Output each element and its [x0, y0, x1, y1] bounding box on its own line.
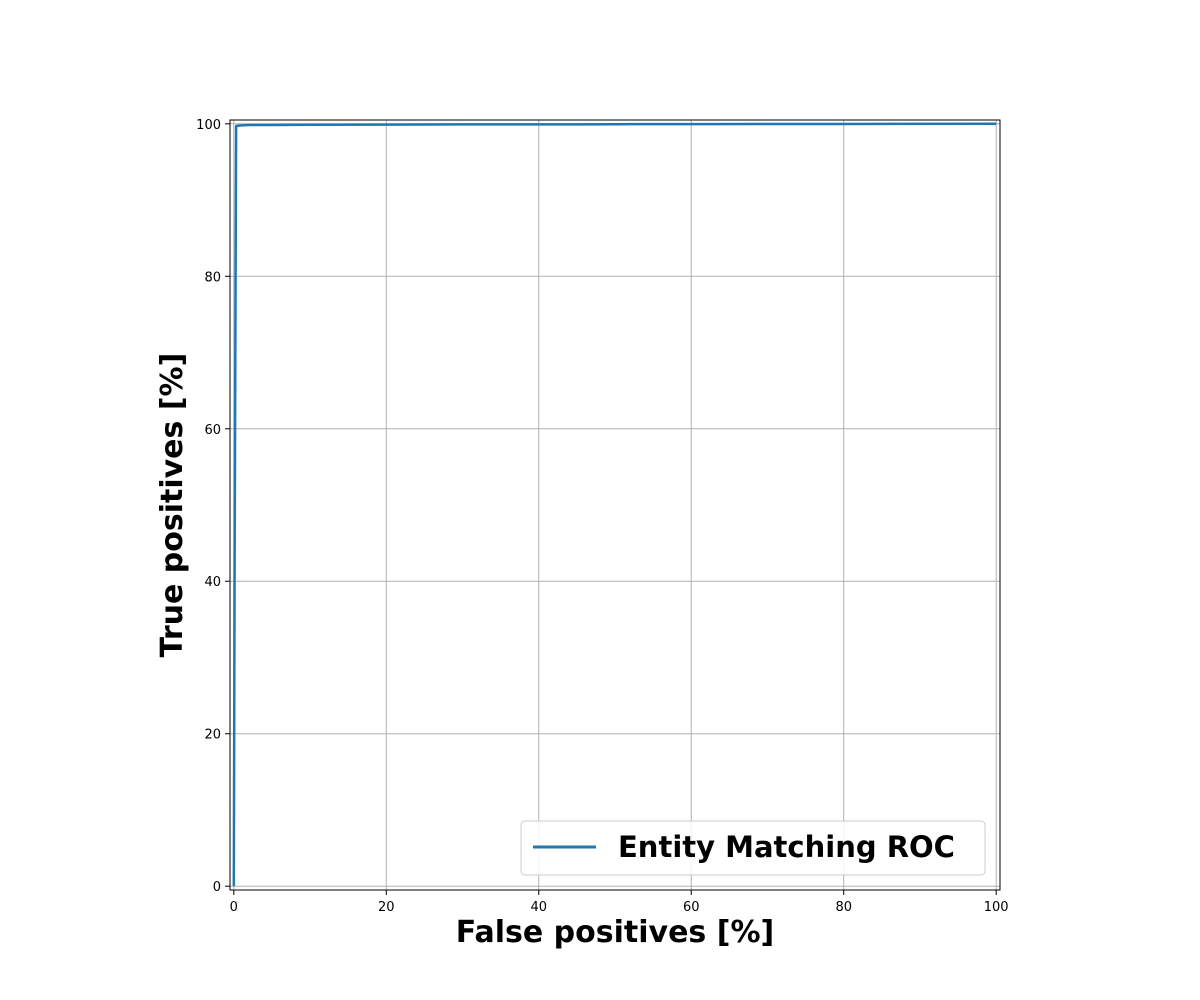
y-tick-label: 20	[204, 728, 221, 743]
legend: Entity Matching ROC	[520, 820, 986, 876]
y-tick-label: 40	[204, 575, 221, 590]
y-tick-label: 100	[196, 118, 221, 133]
x-tick-label: 100	[984, 900, 1009, 915]
x-tick-label: 0	[230, 900, 238, 915]
plot-frame	[229, 119, 1001, 891]
y-axis-title: True positives [%]	[155, 353, 190, 658]
y-tick-label: 60	[204, 423, 221, 438]
x-tick-label: 40	[530, 900, 547, 915]
roc-curve-line	[232, 122, 997, 887]
x-axis-title: False positives [%]	[456, 915, 774, 950]
grid	[230, 120, 1000, 890]
series-layer	[232, 122, 997, 887]
y-tick-label: 80	[204, 270, 221, 285]
x-tick-label: 80	[835, 900, 852, 915]
y-tick-label: 0	[213, 880, 221, 895]
legend-label: Entity Matching ROC	[618, 830, 955, 864]
x-tick-label: 60	[683, 900, 700, 915]
x-tick-label: 20	[378, 900, 395, 915]
legend-box	[520, 820, 986, 876]
ticks: 0 20 40 60 80 100 0 20 40 60 80 100	[196, 118, 1008, 915]
